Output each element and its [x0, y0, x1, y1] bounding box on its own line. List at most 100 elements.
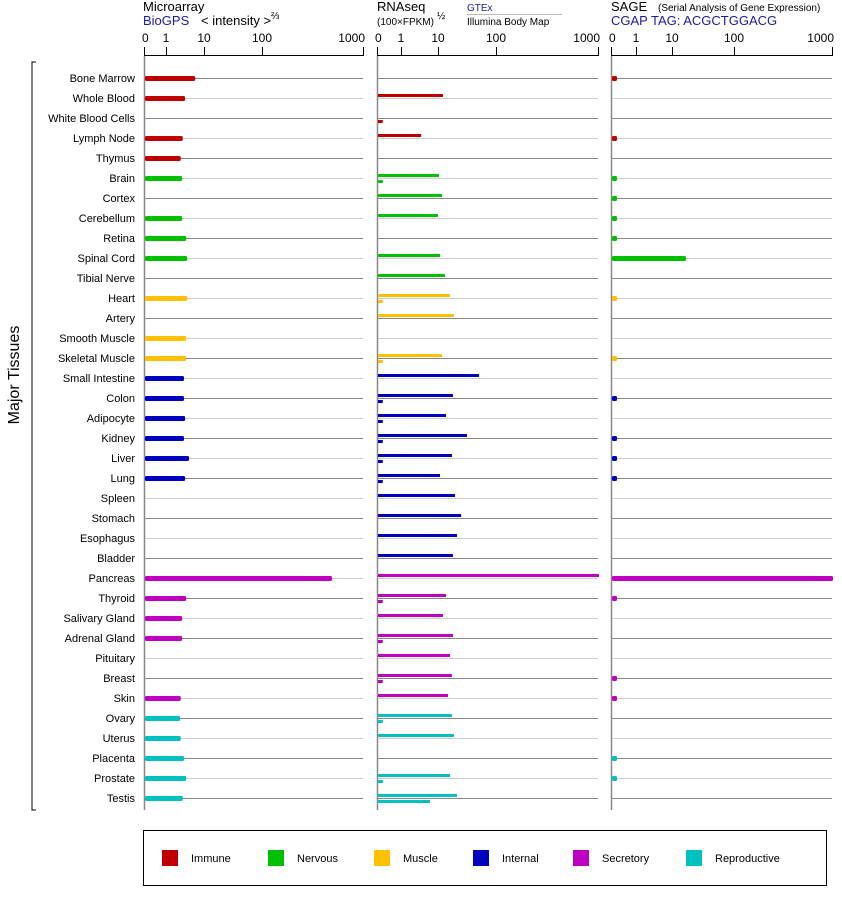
sage-bar: [612, 356, 617, 361]
gtex-bar: [378, 674, 452, 677]
sage-panel: 0 1 10 100 1000: [609, 31, 834, 810]
illumina-bar: [378, 180, 383, 183]
gtex-bar: [378, 714, 452, 717]
illumina-bar: [378, 800, 430, 803]
gtex-bar: [378, 274, 446, 277]
sage-bar: [612, 196, 617, 201]
microarray-title: Microarray: [143, 0, 205, 14]
legend-item-muscle: Muscle: [374, 850, 438, 866]
legend-item-nervous: Nervous: [268, 850, 338, 866]
illumina-bar: [378, 440, 383, 443]
microarray-bar: [145, 396, 184, 401]
microarray-tick-label: 1000: [338, 31, 365, 45]
gtex-bar: [378, 174, 439, 177]
gtex-bar: [378, 634, 453, 637]
rnaseq-panel: 0 1 10 100 1000: [375, 31, 600, 810]
sage-bar: [612, 256, 686, 261]
sage-bar: [612, 696, 617, 701]
microarray-bar: [145, 716, 181, 721]
legend-label: Internal: [502, 853, 539, 865]
sage-bar: [612, 476, 617, 481]
rnaseq-unit: (100×FPKM): [377, 17, 434, 28]
tissue-label: Heart: [108, 293, 135, 305]
gtex-bar: [378, 94, 443, 97]
tissue-label: Small Intestine: [63, 373, 135, 385]
gtex-bar: [378, 134, 422, 137]
gtex-bar: [378, 694, 449, 697]
legend-label: Nervous: [297, 853, 338, 865]
gtex-bar: [378, 354, 443, 357]
tissue-label: Liver: [111, 453, 135, 465]
tissue-label: Placenta: [92, 753, 136, 765]
tissue-label: Cerebellum: [79, 213, 135, 225]
tissues-bracket: [31, 61, 36, 811]
tissue-label: Adrenal Gland: [65, 633, 135, 645]
illumina-bar: [378, 300, 383, 303]
sage-bar: [612, 76, 617, 81]
sage-tick-label: 1: [633, 31, 640, 45]
rnaseq-tick-label: 1: [398, 31, 405, 45]
legend-label: Reproductive: [715, 853, 780, 865]
microarray-bar: [145, 456, 190, 461]
tissue-label: Pituitary: [95, 653, 135, 665]
gtex-bar: [378, 774, 451, 777]
gtex-link[interactable]: GTEx: [467, 3, 493, 14]
cgap-tag-link[interactable]: CGAP TAG: ACGCTGGACG: [611, 13, 777, 28]
sage-tick-label: 1000: [807, 31, 834, 45]
tissue-label: Prostate: [94, 773, 135, 785]
legend-label: Immune: [191, 853, 231, 865]
illumina-bar: [378, 600, 383, 603]
gtex-bar: [378, 254, 440, 257]
tissue-label: Colon: [106, 393, 135, 405]
gtex-bar: [378, 374, 479, 377]
microarray-bar: [145, 736, 181, 741]
sage-bar: [612, 136, 617, 141]
legend-box: [143, 830, 827, 886]
gtex-bar: [378, 294, 451, 297]
tissue-label: Salivary Gland: [63, 613, 135, 625]
gtex-bar: [378, 514, 462, 517]
rnaseq-tick-label: 100: [486, 31, 506, 45]
tissue-label: Brain: [109, 173, 135, 185]
legend-swatch: [374, 850, 390, 866]
illumina-bar: [378, 120, 383, 123]
legend-item-internal: Internal: [473, 850, 539, 866]
microarray-bar: [145, 136, 183, 141]
gtex-bar: [378, 794, 457, 797]
microarray-tick-label: 10: [197, 31, 211, 45]
microarray-unit: < intensity >: [201, 13, 271, 28]
gtex-bar: [378, 434, 468, 437]
microarray-bar: [145, 296, 188, 301]
microarray-tick-label: 1: [163, 31, 170, 45]
tissue-label: Retina: [103, 233, 136, 245]
sage-bar: [612, 436, 617, 441]
tissue-label: Uterus: [103, 733, 136, 745]
tissue-label: Skeletal Muscle: [58, 353, 135, 365]
illumina-bar: [378, 780, 383, 783]
biogps-link[interactable]: BioGPS: [143, 13, 190, 28]
gtex-bar: [378, 654, 451, 657]
rnaseq-tick-label: 1000: [573, 31, 600, 45]
tissue-label: Breast: [103, 673, 135, 685]
microarray-bar: [145, 216, 183, 221]
sage-bar: [612, 296, 617, 301]
sage-bar: [612, 596, 617, 601]
tissue-label: Kidney: [101, 433, 135, 445]
y-axis-label: Major Tissues: [6, 326, 23, 425]
microarray-bar: [145, 96, 186, 101]
illumina-bar: [378, 360, 383, 363]
legend-swatch: [573, 850, 589, 866]
gtex-bar: [378, 474, 440, 477]
sage-bar: [612, 576, 833, 581]
sage-tick-label: 100: [724, 31, 744, 45]
sage-tick-label: 10: [665, 31, 679, 45]
tissue-label: Ovary: [106, 713, 136, 725]
gtex-bar: [378, 394, 453, 397]
microarray-bar: [145, 256, 188, 261]
tissue-label: Spleen: [101, 493, 135, 505]
microarray-bar: [145, 476, 186, 481]
sage-bar: [612, 456, 617, 461]
legend-swatch: [686, 850, 702, 866]
sage-title: SAGE: [611, 0, 647, 14]
